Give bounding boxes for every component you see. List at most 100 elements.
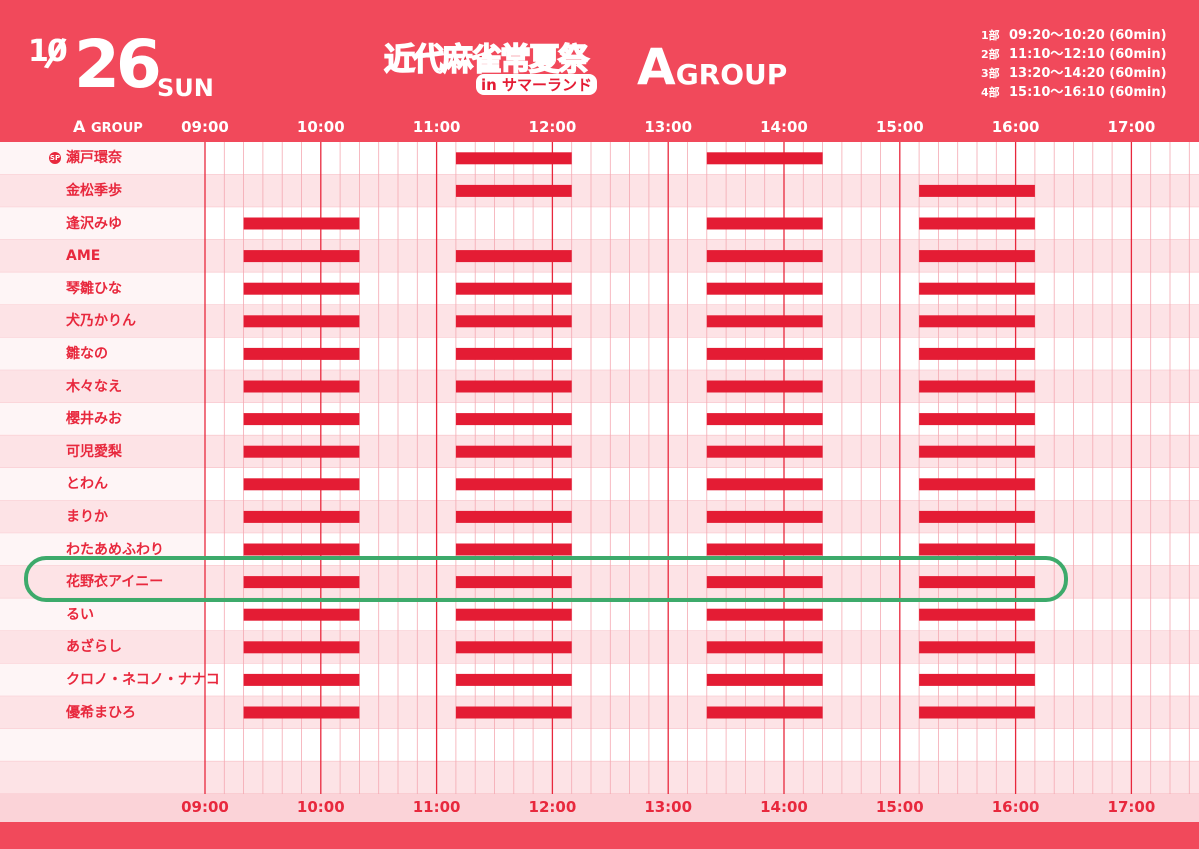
- session-bar: [243, 576, 360, 589]
- event-logo: 近代麻雀常夏祭 in サマーランド: [383, 34, 610, 100]
- player-name: わたあめふわり: [66, 541, 164, 558]
- session-bar: [706, 608, 823, 621]
- hour-label: 15:00: [875, 118, 924, 136]
- session-bar: [243, 608, 360, 621]
- session-times: 1部 09:20〜10:20 (60min) 2部 11:10〜12:10 (60m…: [981, 26, 1167, 102]
- session-bar: [919, 641, 1035, 654]
- player-name: 逢沢みゆ: [66, 215, 122, 232]
- player-name: 木々なえ: [66, 378, 122, 395]
- session-bar: [706, 282, 823, 295]
- session-bar: [455, 641, 572, 654]
- hour-label: 12:00: [528, 118, 577, 136]
- session-bar: [706, 217, 823, 230]
- session-bar: [706, 380, 823, 393]
- player-name: 金松季歩: [66, 182, 122, 199]
- session-bar: [243, 217, 360, 230]
- session-bar: [919, 413, 1035, 426]
- session-bar: [455, 706, 572, 719]
- group-letter: A: [637, 38, 676, 96]
- player-name: 可児愛梨: [66, 443, 122, 460]
- player-name: AME: [66, 248, 101, 265]
- player-name: 琴雛ひな: [66, 280, 122, 297]
- session-bar: [243, 673, 360, 686]
- session-bar: [243, 250, 360, 263]
- highlight-outline: [24, 556, 1068, 602]
- hour-label: 17:00: [1107, 118, 1156, 136]
- session-bar: [706, 576, 823, 589]
- session-bar: [243, 478, 360, 491]
- session-bar: [455, 152, 572, 165]
- hour-label: 12:00: [528, 798, 577, 816]
- session-bar: [919, 478, 1035, 491]
- session-label: 3部: [981, 67, 1000, 80]
- session-label: 4部: [981, 86, 1000, 99]
- session-row: 3部 13:20〜14:20 (60min): [981, 64, 1167, 83]
- session-bar: [706, 347, 823, 360]
- hour-label: 10:00: [296, 118, 345, 136]
- session-row: 4部 15:10〜16:10 (60min): [981, 83, 1167, 102]
- session-row: 2部 11:10〜12:10 (60min): [981, 45, 1167, 64]
- session-bar: [706, 413, 823, 426]
- session-bar: [919, 184, 1035, 197]
- session-bar: [706, 510, 823, 523]
- session-time: 11:10〜12:10 (60min): [1009, 47, 1167, 62]
- session-bar: [243, 413, 360, 426]
- session-bar: [919, 315, 1035, 328]
- session-bar: [706, 250, 823, 263]
- session-bar: [455, 282, 572, 295]
- session-bar: [919, 543, 1035, 556]
- grid-group-letter: A: [73, 117, 86, 136]
- session-bar: [455, 576, 572, 589]
- time-ruler-top: A GROUP 09:00 10:00 11:00 12:00 13:00 14:00 15…: [0, 114, 1199, 142]
- session-bar: [455, 347, 572, 360]
- footer-banner: [0, 822, 1199, 849]
- player-name: クロノ・ネコノ・ナナコ: [66, 671, 220, 688]
- grid-group-label: A GROUP: [73, 117, 143, 136]
- session-bar: [243, 380, 360, 393]
- session-bar: [706, 706, 823, 719]
- session-time: 09:20〜10:20 (60min): [1009, 28, 1167, 43]
- session-bar: [706, 543, 823, 556]
- hour-label: 15:00: [875, 798, 924, 816]
- date-day: 26: [74, 26, 162, 103]
- session-bar: [919, 608, 1035, 621]
- session-bar: [243, 641, 360, 654]
- session-bar: [919, 380, 1035, 393]
- session-bar: [455, 250, 572, 263]
- hour-label: 09:00: [181, 798, 229, 816]
- time-ruler-bottom: 09:00 10:00 11:00 12:00 13:00 14:00 15:00 16:00…: [0, 794, 1199, 822]
- player-name: 瀬戸環奈: [66, 150, 122, 167]
- session-bar: [243, 706, 360, 719]
- player-name: 花野衣アイニー: [66, 574, 164, 591]
- date-month: 10: [28, 34, 68, 69]
- session-time: 13:20〜14:20 (60min): [1009, 66, 1167, 81]
- session-row: 1部 09:20〜10:20 (60min): [981, 26, 1167, 45]
- session-label: 1部: [981, 29, 1000, 42]
- session-bar: [455, 315, 572, 328]
- player-name: まりか: [66, 508, 108, 525]
- session-bar: [455, 608, 572, 621]
- session-bar: [455, 380, 572, 393]
- date-weekday: SUN: [157, 74, 214, 102]
- hour-label: 10:00: [296, 798, 345, 816]
- session-bar: [243, 315, 360, 328]
- player-name: とわん: [66, 476, 108, 493]
- session-bar: [455, 445, 572, 458]
- session-bar: [706, 641, 823, 654]
- hour-label: 17:00: [1107, 798, 1156, 816]
- player-name: 犬乃かりん: [66, 313, 136, 330]
- hour-label: 11:00: [412, 118, 461, 136]
- row-stripe: [0, 761, 1199, 794]
- session-bar: [455, 478, 572, 491]
- session-bar: [919, 250, 1035, 263]
- group-title: AGROUP: [637, 38, 787, 96]
- session-bar: [455, 673, 572, 686]
- hour-label: 09:00: [181, 118, 229, 136]
- schedule-grid: [0, 142, 1199, 795]
- hour-label: 11:00: [412, 798, 461, 816]
- name-pane: [0, 142, 205, 794]
- row-stripe: [0, 142, 1199, 175]
- session-bar: [706, 152, 823, 165]
- session-bar: [243, 282, 360, 295]
- event-subtitle: in サマーランド: [476, 74, 598, 95]
